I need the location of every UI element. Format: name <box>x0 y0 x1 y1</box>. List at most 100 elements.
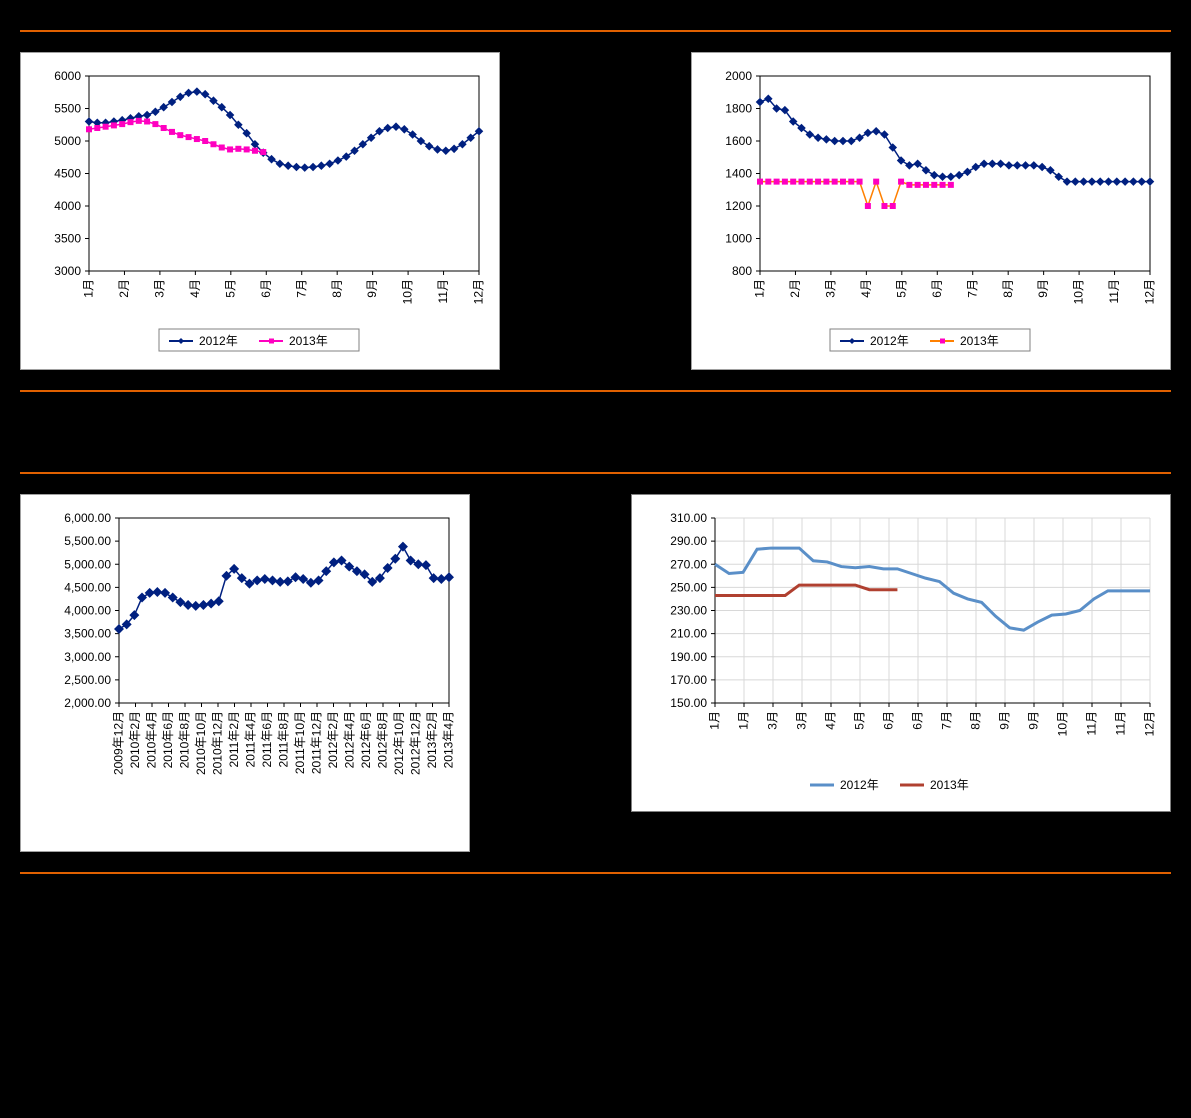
svg-text:3月: 3月 <box>766 711 780 730</box>
svg-text:9月: 9月 <box>998 711 1012 730</box>
svg-text:2012年4月: 2012年4月 <box>343 711 357 768</box>
svg-text:2012年: 2012年 <box>870 334 909 348</box>
svg-text:12月: 12月 <box>1143 711 1157 736</box>
svg-text:310.00: 310.00 <box>670 511 707 525</box>
svg-text:190.00: 190.00 <box>670 650 707 664</box>
svg-text:6月: 6月 <box>882 711 896 730</box>
svg-text:2012年2月: 2012年2月 <box>326 711 340 768</box>
svg-text:7月: 7月 <box>965 279 979 298</box>
svg-text:2010年2月: 2010年2月 <box>128 711 142 768</box>
chart-row-1: 30003500400045005000550060001月2月3月4月5月6月… <box>20 52 1171 370</box>
svg-text:2012年6月: 2012年6月 <box>359 711 373 768</box>
svg-text:1月: 1月 <box>737 711 751 730</box>
svg-text:7月: 7月 <box>294 279 308 298</box>
svg-text:3月: 3月 <box>824 279 838 298</box>
svg-text:1月: 1月 <box>753 279 767 298</box>
chart3-panel: 2,000.00 2,500.00 3,000.00 3,500.00 4,000.00… <box>20 494 470 852</box>
svg-text:150.00: 150.00 <box>670 696 707 710</box>
svg-text:11月: 11月 <box>1085 711 1099 735</box>
svg-text:9月: 9月 <box>1027 711 1041 730</box>
svg-text:12月: 12月 <box>1143 279 1157 304</box>
svg-text:5,500.00: 5,500.00 <box>64 534 111 548</box>
chart4-svg: 150.00 170.00 190.00 210.00 230.00 250.00 270.… <box>640 503 1160 803</box>
svg-text:10月: 10月 <box>401 279 415 304</box>
svg-text:2,500.00: 2,500.00 <box>64 673 111 687</box>
svg-text:3,000.00: 3,000.00 <box>64 650 111 664</box>
svg-text:9月: 9月 <box>1036 279 1050 298</box>
svg-text:4月: 4月 <box>188 279 202 298</box>
svg-text:2012年10月: 2012年10月 <box>392 711 406 775</box>
svg-text:4,000.00: 4,000.00 <box>64 604 111 618</box>
svg-text:2009年12月: 2009年12月 <box>112 711 126 775</box>
svg-text:8月: 8月 <box>1001 279 1015 298</box>
svg-text:11月: 11月 <box>436 279 450 303</box>
svg-text:6月: 6月 <box>259 279 273 298</box>
chart2-svg: 8001000120014001600180020001月2月3月4月5月6月7… <box>700 61 1160 361</box>
svg-text:270.00: 270.00 <box>670 557 707 571</box>
svg-text:5000: 5000 <box>54 134 81 148</box>
svg-text:1600: 1600 <box>725 134 752 148</box>
svg-text:4月: 4月 <box>824 711 838 730</box>
svg-text:2010年12月: 2010年12月 <box>211 711 225 775</box>
svg-text:230.00: 230.00 <box>670 604 707 618</box>
svg-text:3500: 3500 <box>54 232 81 246</box>
svg-text:2011年12月: 2011年12月 <box>310 711 324 774</box>
svg-text:11月: 11月 <box>1114 711 1128 735</box>
svg-text:1400: 1400 <box>725 167 752 181</box>
svg-text:9月: 9月 <box>365 279 379 298</box>
svg-text:800: 800 <box>732 264 752 278</box>
svg-text:3月: 3月 <box>795 711 809 730</box>
svg-text:2010年8月: 2010年8月 <box>178 711 192 768</box>
chart2-panel: 8001000120014001600180020001月2月3月4月5月6月7… <box>691 52 1171 370</box>
svg-text:12月: 12月 <box>472 279 486 304</box>
svg-text:2013年: 2013年 <box>289 334 328 348</box>
svg-text:7月: 7月 <box>940 711 954 730</box>
svg-text:10月: 10月 <box>1072 279 1086 304</box>
svg-text:2000: 2000 <box>725 69 752 83</box>
svg-text:1200: 1200 <box>725 199 752 213</box>
svg-text:3000: 3000 <box>54 264 81 278</box>
chart4-panel: 150.00 170.00 190.00 210.00 230.00 250.00 270.… <box>631 494 1171 812</box>
divider-bottom <box>20 872 1171 874</box>
divider-mid1 <box>20 390 1171 392</box>
svg-text:1月: 1月 <box>82 279 96 298</box>
svg-text:8月: 8月 <box>330 279 344 298</box>
chart-row-2: 2,000.00 2,500.00 3,000.00 3,500.00 4,000.00… <box>20 494 1171 852</box>
svg-text:2010年10月: 2010年10月 <box>194 711 208 775</box>
svg-text:3,500.00: 3,500.00 <box>64 627 111 641</box>
svg-text:5月: 5月 <box>853 711 867 730</box>
svg-text:2011年4月: 2011年4月 <box>244 711 258 767</box>
svg-text:2012年12月: 2012年12月 <box>409 711 423 775</box>
svg-text:1000: 1000 <box>725 232 752 246</box>
svg-text:290.00: 290.00 <box>670 534 707 548</box>
svg-text:5,000.00: 5,000.00 <box>64 557 111 571</box>
svg-text:2011年10月: 2011年10月 <box>293 711 307 774</box>
svg-text:2,000.00: 2,000.00 <box>64 696 111 710</box>
svg-text:250.00: 250.00 <box>670 580 707 594</box>
svg-text:2013年: 2013年 <box>930 778 969 792</box>
svg-text:5500: 5500 <box>54 102 81 116</box>
svg-text:6月: 6月 <box>930 279 944 298</box>
svg-text:210.00: 210.00 <box>670 627 707 641</box>
svg-text:11月: 11月 <box>1107 279 1121 303</box>
svg-text:10月: 10月 <box>1056 711 1070 736</box>
svg-text:5月: 5月 <box>894 279 908 298</box>
svg-text:4,500.00: 4,500.00 <box>64 580 111 594</box>
svg-text:8月: 8月 <box>969 711 983 730</box>
svg-text:2012年8月: 2012年8月 <box>376 711 390 768</box>
svg-text:2月: 2月 <box>117 279 131 298</box>
svg-text:2月: 2月 <box>788 279 802 298</box>
svg-text:2013年: 2013年 <box>960 334 999 348</box>
chart1-panel: 30003500400045005000550060001月2月3月4月5月6月… <box>20 52 500 370</box>
svg-text:4000: 4000 <box>54 199 81 213</box>
svg-text:6月: 6月 <box>911 711 925 730</box>
svg-text:5月: 5月 <box>223 279 237 298</box>
svg-text:2012年: 2012年 <box>199 334 238 348</box>
svg-text:2011年2月: 2011年2月 <box>227 711 241 767</box>
svg-text:3月: 3月 <box>153 279 167 298</box>
chart1-svg: 30003500400045005000550060001月2月3月4月5月6月… <box>29 61 489 361</box>
svg-text:4500: 4500 <box>54 167 81 181</box>
svg-text:2011年8月: 2011年8月 <box>277 711 291 767</box>
svg-text:170.00: 170.00 <box>670 673 707 687</box>
svg-text:2012年: 2012年 <box>840 778 879 792</box>
